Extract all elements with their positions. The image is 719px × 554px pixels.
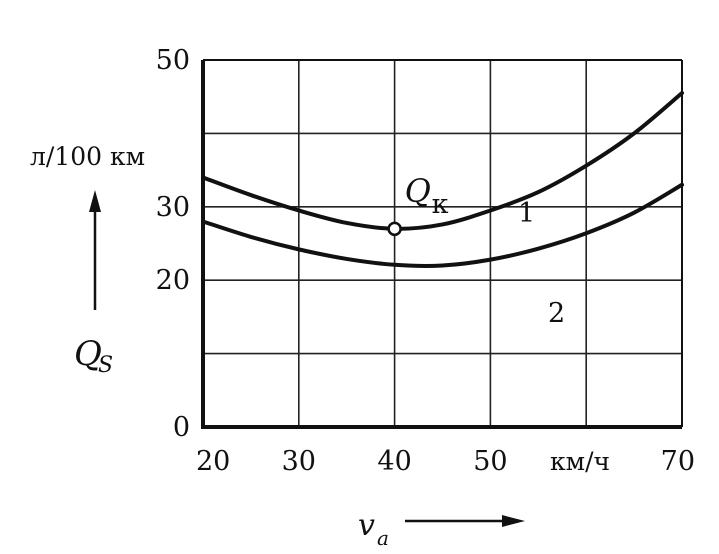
y-tick-label: 30: [156, 192, 190, 223]
series-label-1: 1: [518, 198, 535, 229]
x-axis-label-sub: а: [377, 526, 389, 550]
x-axis-label: v: [358, 508, 375, 543]
series-label-2: 2: [548, 298, 565, 329]
curves: [201, 91, 684, 268]
x-tick-label: 50: [473, 446, 507, 477]
y-axis-label: Q: [74, 334, 102, 374]
x-axis-arrow: [405, 515, 525, 527]
q-k-point: [387, 221, 402, 237]
series-curve-2: [201, 182, 684, 268]
plot-frame: [201, 59, 683, 429]
y-axis-label-sub: S: [98, 353, 113, 378]
y-tick-label: 0: [173, 412, 190, 443]
x-tick-label: 30: [282, 446, 316, 477]
q-k-label-sub: к: [432, 189, 449, 220]
series-labels: 1 2 Q к: [387, 172, 565, 329]
x-tick-label: 40: [377, 446, 411, 477]
x-tick-labels: 20 30 40 50 70: [196, 446, 695, 477]
q-k-label: Q: [405, 172, 431, 210]
x-tick-label: 70: [661, 446, 695, 477]
series-curve-1: [201, 91, 684, 231]
y-tick-label: 20: [156, 265, 190, 296]
x-unit-label: км/ч: [550, 447, 610, 476]
y-axis-arrow: [89, 190, 101, 310]
y-tick-label: 50: [156, 45, 190, 76]
x-tick-label: 20: [196, 446, 230, 477]
y-unit-label: л/100 км: [30, 142, 145, 171]
y-tick-labels: 0 20 30 50: [156, 45, 190, 443]
